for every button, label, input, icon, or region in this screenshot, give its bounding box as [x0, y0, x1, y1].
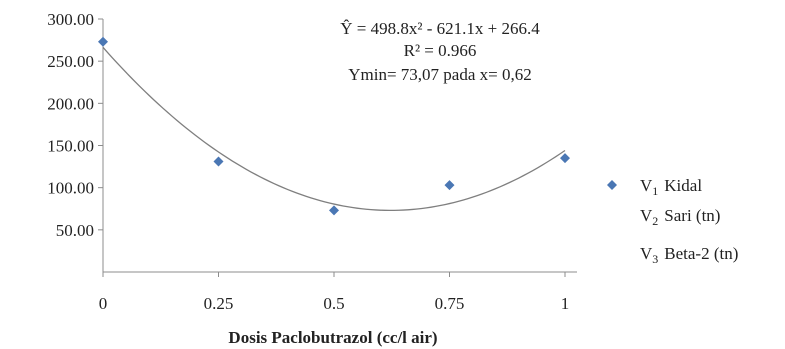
y-tick-label: 150.00 — [47, 137, 94, 156]
equation-annotations: Ŷ = 498.8x² - 621.1x + 266.4 R² = 0.966 … — [340, 19, 540, 84]
y-ticks: 300.00 250.00 200.00 150.00 100.00 50.00 — [47, 10, 103, 240]
legend-entry: V1 Kidal — [640, 176, 702, 198]
x-tick-label: 0.75 — [435, 294, 465, 313]
y-tick-label: 200.00 — [47, 94, 94, 113]
y-tick-label: 250.00 — [47, 52, 94, 71]
x-ticks: 0 0.25 0.5 0.75 1 — [99, 272, 570, 313]
data-point — [329, 205, 339, 215]
legend-entry-subscript: 1 — [652, 184, 658, 198]
legend-entry-base: V — [640, 206, 653, 225]
y-tick-label: 50.00 — [56, 221, 94, 240]
y-tick-label: 300.00 — [47, 10, 94, 29]
data-points — [98, 37, 570, 216]
legend-marker — [607, 180, 617, 190]
data-point — [98, 37, 108, 47]
legend-entry: V3 Beta-2 (tn) — [640, 244, 738, 266]
legend-entry-label: Beta-2 (tn) — [664, 244, 738, 263]
x-tick-label: 0 — [99, 294, 108, 313]
x-tick-label: 0.25 — [204, 294, 234, 313]
data-point — [560, 153, 570, 163]
r-squared-text: R² = 0.966 — [404, 41, 477, 60]
x-tick-label: 0.5 — [323, 294, 344, 313]
data-point — [214, 157, 224, 167]
ymin-text: Ymin= 73,07 pada x= 0,62 — [348, 65, 532, 84]
y-tick-label: 100.00 — [47, 179, 94, 198]
legend-entry-label: Sari (tn) — [664, 206, 720, 225]
legend-entry-base: V — [640, 244, 653, 263]
legend-entry-subscript: 2 — [652, 214, 658, 228]
equation-text: Ŷ = 498.8x² - 621.1x + 266.4 — [340, 19, 540, 38]
legend-entry: V2 Sari (tn) — [640, 206, 720, 228]
data-point — [445, 180, 455, 190]
legend-entry-label: Kidal — [664, 176, 702, 195]
legend-entry-subscript: 3 — [652, 252, 658, 266]
x-tick-label: 1 — [561, 294, 570, 313]
axes — [103, 19, 577, 272]
x-axis-title: Dosis Paclobutrazol (cc/l air) — [228, 328, 437, 347]
legend-entry-base: V — [640, 176, 653, 195]
